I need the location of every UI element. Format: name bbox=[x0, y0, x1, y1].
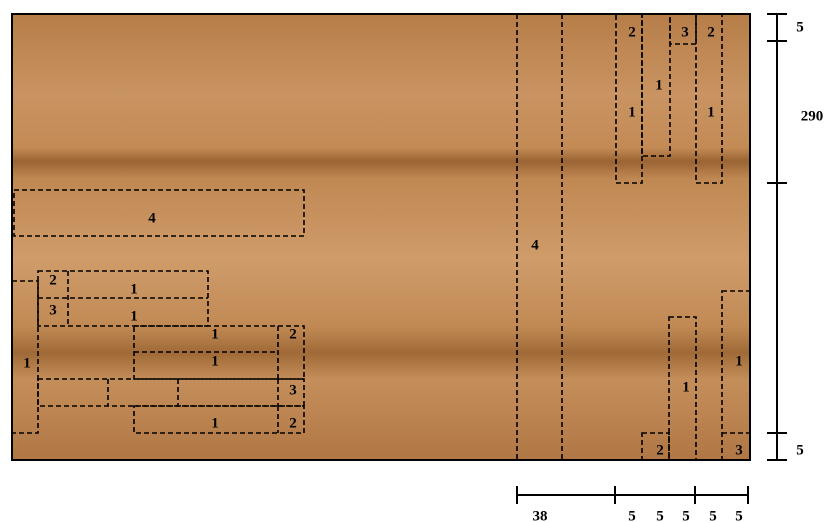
piece-label: 4 bbox=[148, 210, 156, 226]
piece-label: 1 bbox=[23, 355, 31, 371]
piece-label: 2 bbox=[289, 326, 297, 342]
cut-lines bbox=[11, 13, 751, 461]
piece-label: 1 bbox=[707, 104, 715, 120]
piece-label: 3 bbox=[49, 302, 57, 318]
piece-label: 1 bbox=[682, 379, 690, 395]
piece-label: 1 bbox=[130, 308, 138, 324]
dimension-lines bbox=[516, 13, 787, 504]
dimension-label: 5 bbox=[628, 508, 636, 523]
board bbox=[11, 13, 751, 461]
piece-label: 3 bbox=[735, 442, 743, 458]
piece-label: 2 bbox=[289, 415, 297, 431]
piece-label: 1 bbox=[211, 353, 219, 369]
piece-label: 1 bbox=[735, 353, 743, 369]
dimension-label: 5 bbox=[796, 19, 804, 35]
dimension-label: 290 bbox=[801, 108, 824, 124]
piece-label: 2 bbox=[656, 442, 664, 458]
piece-label: 3 bbox=[681, 24, 689, 40]
dimension-label: 5 bbox=[682, 508, 690, 523]
piece-label: 2 bbox=[628, 24, 636, 40]
dimension-label: 5 bbox=[709, 508, 717, 523]
piece-label: 2 bbox=[49, 272, 57, 288]
piece-label: 4 bbox=[531, 237, 539, 253]
piece-label: 1 bbox=[655, 77, 663, 93]
piece-label: 1 bbox=[211, 415, 219, 431]
piece-label: 3 bbox=[289, 382, 297, 398]
piece-label: 1 bbox=[130, 281, 138, 297]
dimension-label: 5 bbox=[796, 442, 804, 458]
dimension-label: 5 bbox=[656, 508, 664, 523]
dimension-label: 5 bbox=[735, 508, 743, 523]
piece-label: 2 bbox=[707, 24, 715, 40]
piece-label: 1 bbox=[628, 104, 636, 120]
piece-label: 1 bbox=[211, 326, 219, 342]
dimension-label: 38 bbox=[533, 508, 548, 523]
